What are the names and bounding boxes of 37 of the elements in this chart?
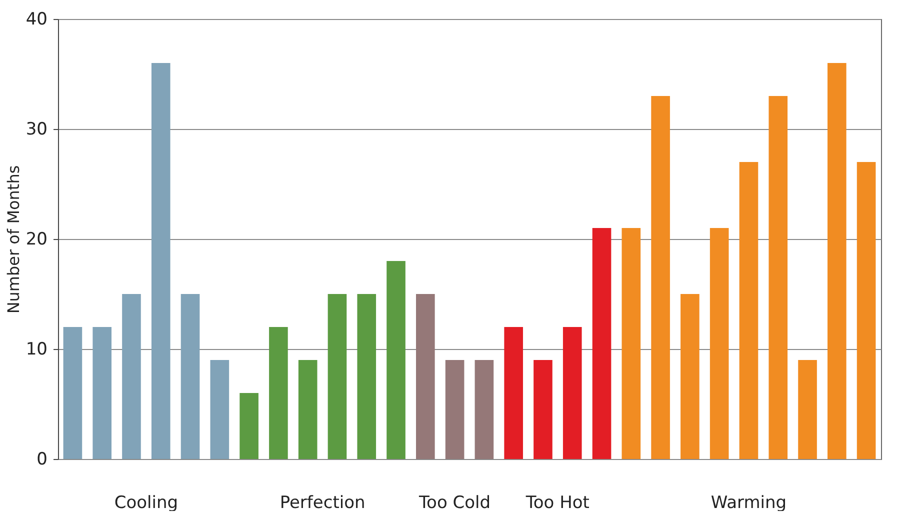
y-tick-label: 40: [26, 10, 48, 30]
bar: [122, 294, 141, 459]
series-label: Perfection: [280, 493, 366, 513]
y-tick-label: 10: [26, 340, 48, 360]
bar: [710, 228, 729, 459]
bar: [798, 360, 817, 459]
y-tick-label: 30: [26, 120, 48, 140]
series-label: Too Cold: [418, 493, 491, 513]
bar: [768, 96, 788, 459]
bar: [828, 63, 846, 459]
bar: [151, 63, 170, 459]
bar: [856, 162, 876, 459]
bar: [562, 327, 582, 459]
bar: [739, 162, 758, 459]
bar: [328, 294, 347, 459]
bar: [210, 360, 230, 459]
y-tick-label: 20: [26, 230, 48, 250]
bar: [534, 360, 552, 459]
bar: [474, 360, 494, 459]
bar: [92, 327, 112, 459]
bar: [651, 96, 670, 459]
bar: [622, 228, 641, 459]
bar: [416, 294, 435, 459]
bar: [680, 294, 700, 459]
bar: [445, 360, 464, 459]
y-tick-label: 0: [36, 450, 48, 470]
bar: [504, 327, 523, 459]
bar: [269, 327, 288, 459]
bar: [240, 393, 258, 459]
bar: [386, 261, 406, 459]
y-axis-title: Number of Months: [4, 165, 23, 314]
bar: [592, 228, 612, 459]
bar: [298, 360, 318, 459]
bar: [180, 294, 200, 459]
bar: [63, 327, 82, 459]
text: Too Hot: [524, 493, 590, 513]
bar: [357, 294, 376, 459]
